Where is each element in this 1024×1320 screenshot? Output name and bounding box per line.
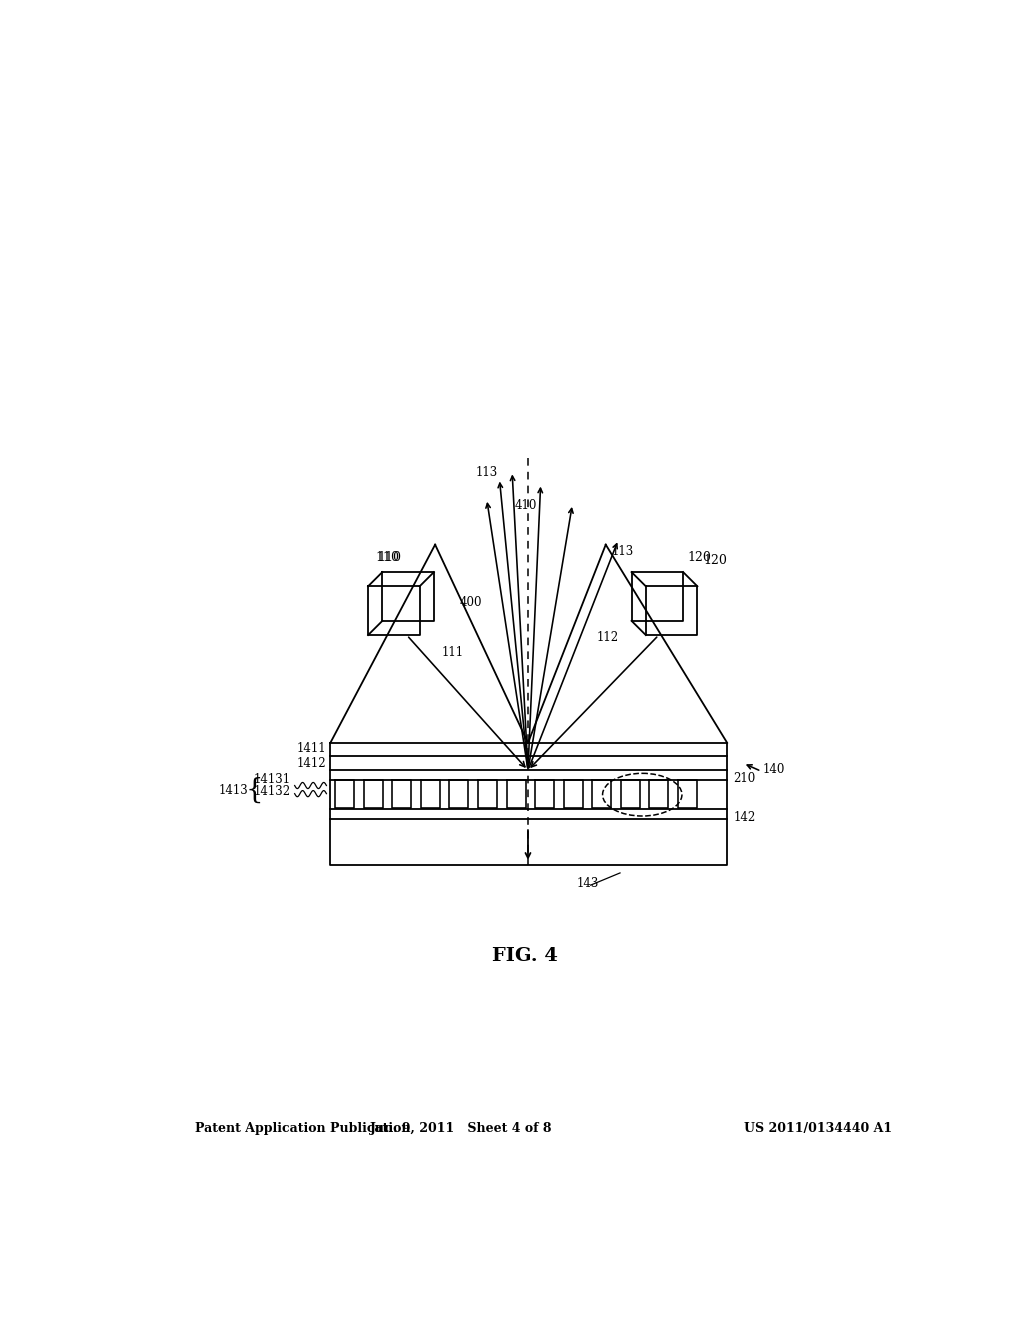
Text: US 2011/0134440 A1: US 2011/0134440 A1 — [744, 1122, 893, 1135]
Text: FIG. 4: FIG. 4 — [492, 948, 558, 965]
Text: Jun. 9, 2011   Sheet 4 of 8: Jun. 9, 2011 Sheet 4 of 8 — [370, 1122, 553, 1135]
Text: 143: 143 — [577, 878, 599, 890]
Text: Patent Application Publication: Patent Application Publication — [196, 1122, 411, 1135]
Text: 14131: 14131 — [254, 774, 291, 787]
Text: 110: 110 — [378, 550, 401, 564]
Text: 113: 113 — [475, 466, 498, 479]
Text: 110: 110 — [376, 550, 399, 564]
Text: 1413: 1413 — [219, 784, 249, 797]
Text: 1412: 1412 — [297, 758, 327, 771]
Text: 113: 113 — [612, 545, 634, 558]
Text: 400: 400 — [460, 595, 482, 609]
Text: 120: 120 — [687, 550, 712, 564]
Text: 111: 111 — [441, 647, 464, 660]
Text: 14132: 14132 — [254, 784, 291, 797]
Text: {: { — [246, 777, 263, 804]
Text: 142: 142 — [733, 810, 756, 824]
Text: 410: 410 — [514, 499, 537, 512]
Text: 112: 112 — [596, 631, 618, 644]
Text: 210: 210 — [733, 772, 756, 785]
Text: 120: 120 — [703, 554, 727, 568]
Text: 140: 140 — [763, 763, 785, 776]
Text: 1411: 1411 — [297, 742, 327, 755]
